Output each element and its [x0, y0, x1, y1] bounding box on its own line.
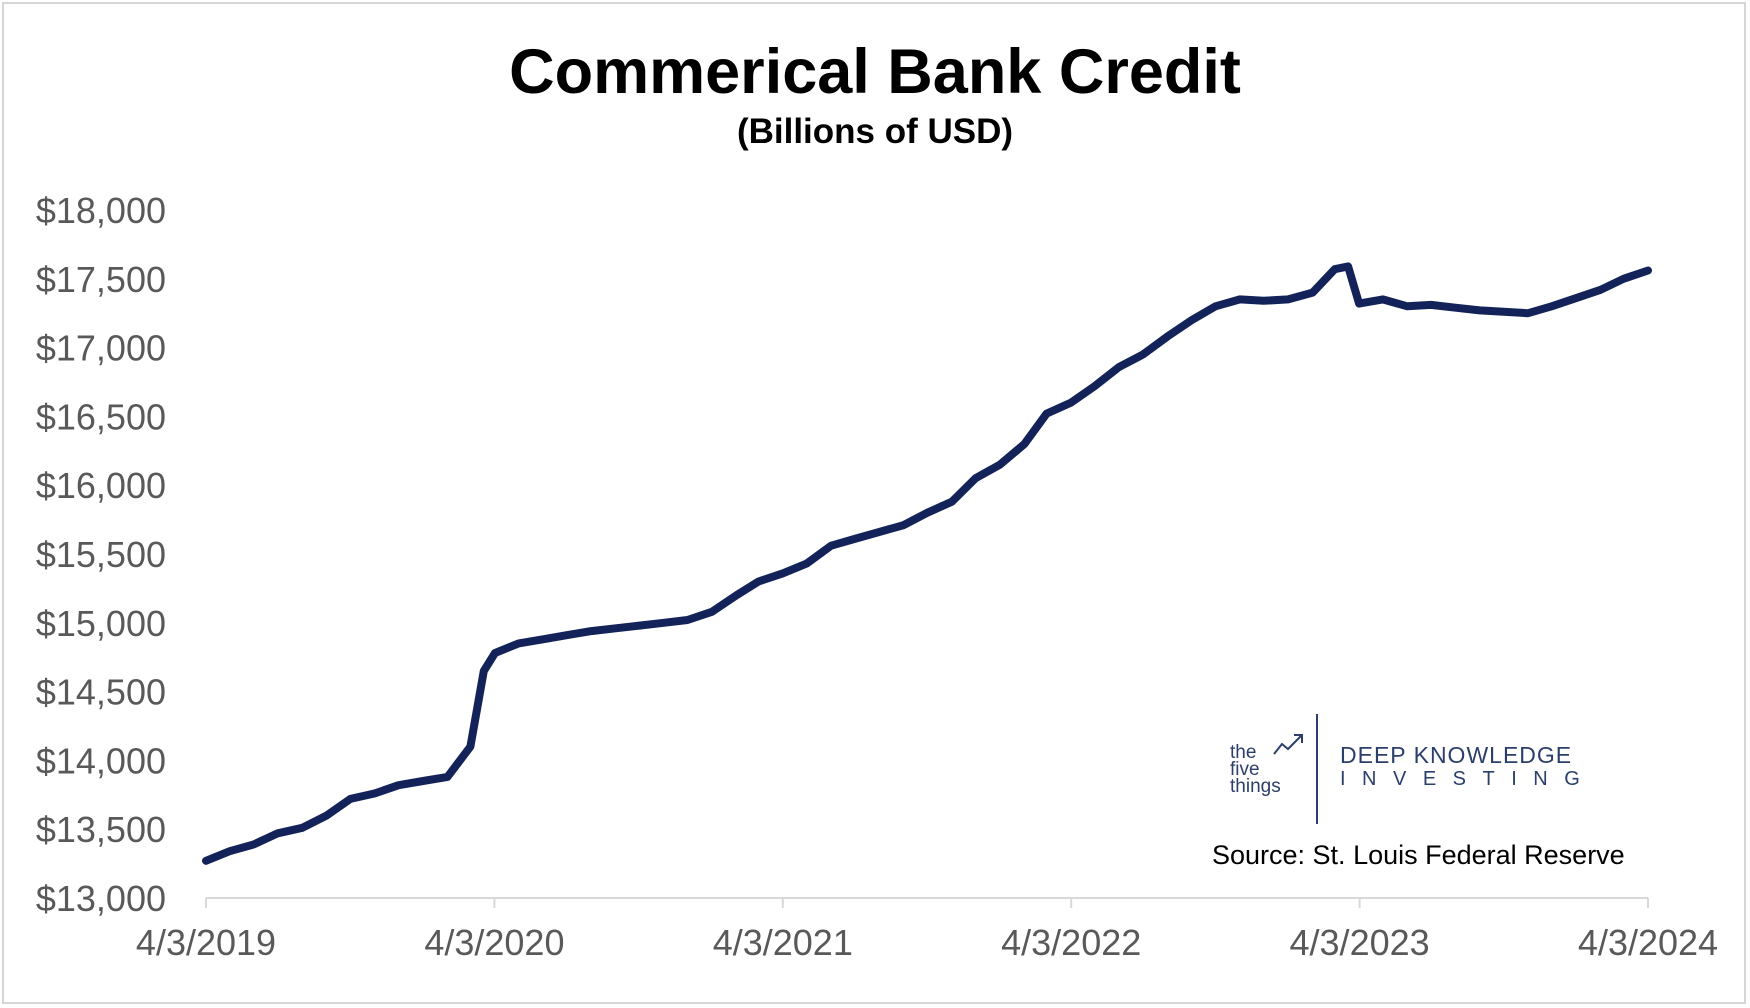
- x-tick-label: 4/3/2019: [136, 922, 276, 963]
- y-tick-label: $15,000: [36, 603, 166, 644]
- y-axis: $13,000 $13,500 $14,000 $14,500 $15,000 $15,5…: [36, 190, 166, 919]
- y-tick-label: $14,500: [36, 672, 166, 713]
- y-tick-label: $16,500: [36, 396, 166, 437]
- y-tick-label: $17,000: [36, 328, 166, 369]
- x-axis: 4/3/2019 4/3/2020 4/3/2021 4/3/2022 4/3/2023…: [136, 897, 1718, 963]
- logo: the five things DEEP KNOWLEDGE INVESTING: [1230, 710, 1590, 824]
- y-tick-label: $17,500: [36, 259, 166, 300]
- logo-small-line2: five: [1230, 759, 1260, 780]
- trend-arrow-icon: [1273, 734, 1303, 755]
- series-line: [202, 262, 1652, 865]
- logo-small-line1: the: [1230, 742, 1257, 763]
- series-group: [202, 262, 1652, 865]
- x-tick-label: 4/3/2023: [1290, 922, 1430, 963]
- x-tick-label: 4/3/2021: [713, 922, 853, 963]
- y-tick-label: $18,000: [36, 190, 166, 231]
- chart-title: Commerical Bank Credit: [509, 37, 1241, 107]
- y-tick-label: $14,000: [36, 740, 166, 781]
- chart-subtitle: (Billions of USD): [736, 112, 1014, 151]
- x-tick-label: 4/3/2022: [1001, 922, 1141, 963]
- y-tick-label: $13,000: [36, 878, 166, 919]
- logo-the-five-things: the five things: [1230, 742, 1320, 797]
- logo-divider: [1316, 714, 1318, 824]
- x-tick-label: 4/3/2024: [1578, 922, 1718, 963]
- x-tick-label: 4/3/2020: [424, 922, 564, 963]
- y-tick-label: $16,000: [36, 465, 166, 506]
- source-note: Source: St. Louis Federal Reserve: [1212, 840, 1625, 870]
- logo-small-line3: things: [1230, 776, 1281, 797]
- logo-deep-knowledge: DEEP KNOWLEDGE: [1340, 742, 1573, 768]
- logo-investing: INVESTING: [1340, 768, 1597, 790]
- y-tick-label: $13,500: [36, 809, 166, 850]
- y-tick-label: $15,500: [36, 534, 166, 575]
